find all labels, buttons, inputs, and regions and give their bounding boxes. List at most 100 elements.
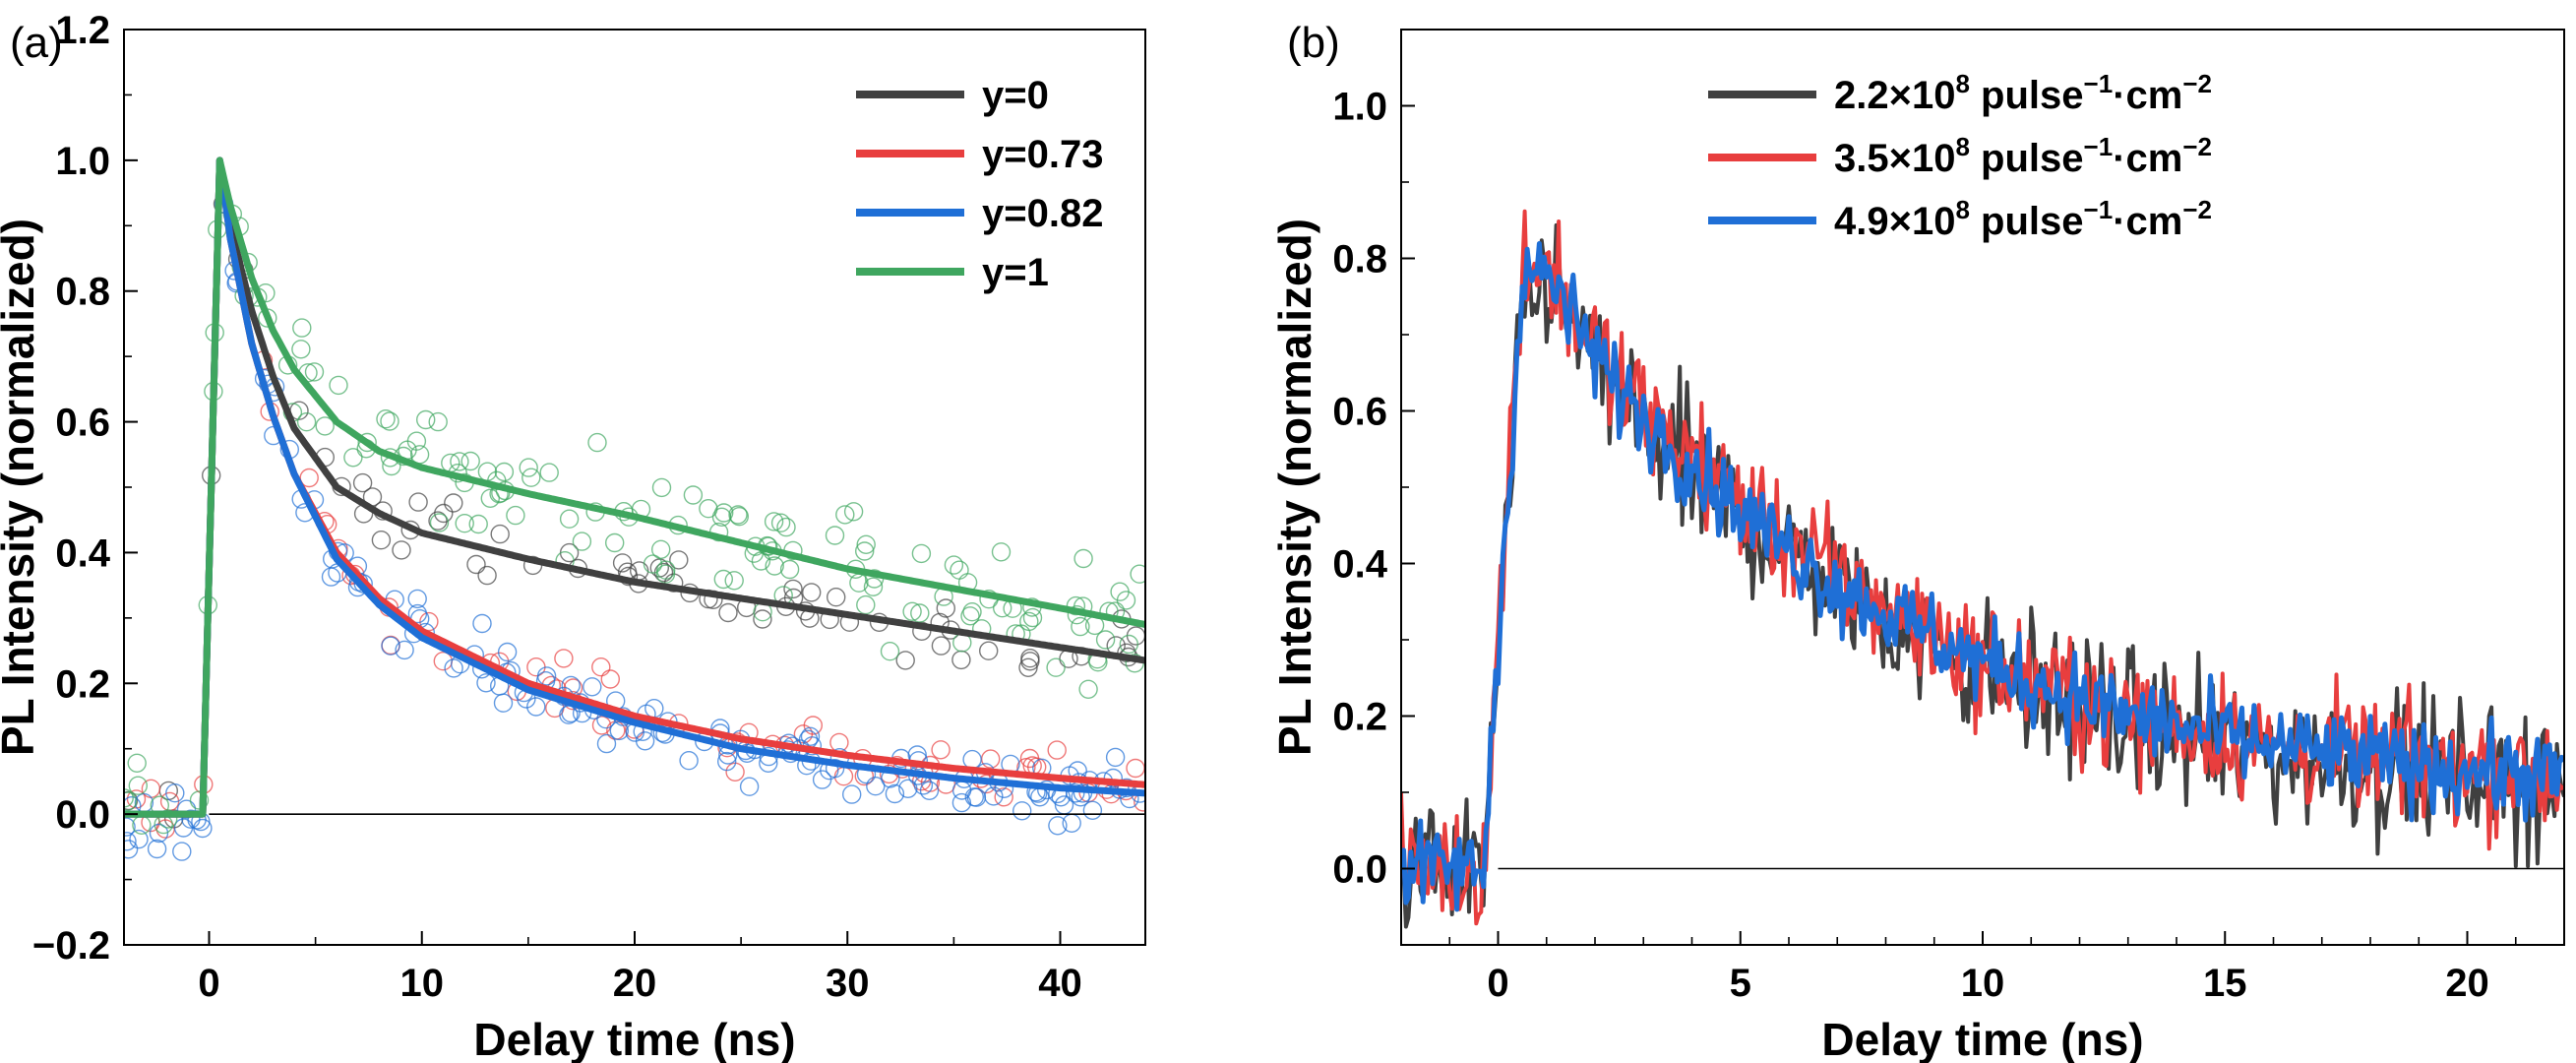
scatter-point <box>962 749 982 770</box>
x-tick-label: 15 <box>2203 962 2247 1005</box>
legend-label: 4.9×108 pulse−1·cm−2 <box>1834 195 2212 243</box>
fit-line <box>124 156 1145 818</box>
scatter-point <box>315 416 335 436</box>
x-tick-label: 10 <box>400 962 445 1005</box>
x-tick-label: 20 <box>2445 962 2489 1005</box>
scatter-point <box>296 412 317 432</box>
fit-line <box>124 156 1145 818</box>
scatter-point <box>1012 801 1032 821</box>
y-tick-label: 0.8 <box>1332 238 1387 281</box>
y-tick-label: 0.6 <box>1332 391 1387 434</box>
scatter-point <box>357 432 377 453</box>
scatter-point <box>329 375 348 396</box>
scatter-point <box>605 532 625 553</box>
scatter-point <box>713 569 733 590</box>
scatter-point <box>444 658 463 678</box>
scatter-point <box>764 512 784 532</box>
scatter-point <box>651 539 671 559</box>
y-tick-label: 1.2 <box>55 9 110 52</box>
scatter-point <box>124 840 139 859</box>
scatter-point <box>1105 747 1126 768</box>
x-tick-label: 0 <box>1487 962 1508 1005</box>
scatter-point <box>494 462 515 482</box>
y-tick-label: −0.2 <box>32 924 110 968</box>
scatter-point <box>472 613 492 634</box>
scatter-point <box>994 787 1013 807</box>
scatter-point <box>189 790 210 810</box>
scatter-point <box>898 779 918 798</box>
scatter-point <box>468 514 488 534</box>
scatter-point <box>711 507 732 527</box>
scatter-point <box>1019 611 1039 632</box>
scatter-point <box>960 606 980 626</box>
scatter-point <box>827 588 846 607</box>
scatter-point <box>1020 649 1040 668</box>
scatter-point <box>380 411 399 431</box>
scatter-point <box>428 411 448 432</box>
scatter-point <box>1073 548 1093 569</box>
scatter-point <box>141 779 161 798</box>
scatter-point <box>724 571 744 591</box>
scatter-point <box>902 601 922 621</box>
scatter-point <box>951 650 971 670</box>
y-tick-label: 0.2 <box>1332 696 1387 739</box>
scatter-point <box>885 783 905 804</box>
legend-label: 3.5×108 pulse−1·cm−2 <box>1834 132 2212 180</box>
scatter-point <box>856 534 876 554</box>
scatter-point <box>635 731 655 751</box>
scatter-point <box>477 565 497 586</box>
scatter-point <box>1019 748 1040 769</box>
y-tick-label: 0.0 <box>1332 848 1387 892</box>
scatter-point <box>497 642 518 662</box>
legend-label: y=0.82 <box>982 192 1103 235</box>
scatter-point <box>1126 758 1145 779</box>
scatter-point <box>609 720 629 741</box>
scatter-point <box>480 488 500 508</box>
scatter-point <box>895 651 915 670</box>
y-tick-label: 0.4 <box>1332 543 1387 587</box>
scatter-point <box>304 362 325 382</box>
scatter-point <box>147 839 167 859</box>
scatter-point <box>583 677 602 697</box>
panel-b-traces <box>1401 209 2564 929</box>
scatter-point <box>776 517 796 537</box>
trace-line <box>1401 241 2564 912</box>
y-tick-label: 1.0 <box>55 140 110 183</box>
panel-b: (b) 0 5 10 15 20 0.0 0.2 0.4 0.6 0.8 1.0 Delay tim… <box>1269 19 2565 1063</box>
scatter-point <box>783 579 803 599</box>
scatter-point <box>429 513 450 532</box>
scatter-point <box>587 432 607 453</box>
scatter-point <box>911 543 932 564</box>
scatter-point <box>950 560 969 580</box>
scatter-point <box>718 602 738 623</box>
scatter-point <box>866 777 886 796</box>
panel-b-legend: 2.2×108 pulse−1·cm−2 3.5×108 pulse−1·cm−2… <box>1708 69 2212 243</box>
scatter-point <box>128 776 149 795</box>
scatter-point <box>1095 630 1116 650</box>
panel-a-fit-lines <box>124 156 1145 818</box>
x-tick-label: 30 <box>826 962 870 1005</box>
scatter-point <box>714 503 734 523</box>
scatter-point <box>381 636 400 656</box>
scatter-point <box>919 781 940 800</box>
scatter-point <box>407 589 427 609</box>
scatter-point <box>124 832 137 851</box>
scatter-point <box>193 818 213 839</box>
scatter-point <box>124 791 138 811</box>
scatter-point <box>931 636 951 656</box>
scatter-point <box>1071 616 1090 637</box>
panel-b-ticks: 0 5 10 15 20 0.0 0.2 0.4 0.6 0.8 1.0 <box>1332 29 2565 1005</box>
scatter-point <box>1078 679 1098 699</box>
scatter-point <box>395 640 414 660</box>
y-tick-label: 0.0 <box>55 793 110 837</box>
scatter-point <box>376 409 396 429</box>
scatter-point <box>292 318 312 338</box>
y-tick-label: 0.8 <box>55 271 110 314</box>
scatter-point <box>802 583 822 602</box>
scatter-point <box>392 540 411 560</box>
scatter-point <box>408 492 428 512</box>
scatter-point <box>434 503 454 524</box>
scatter-point <box>572 532 592 551</box>
y-tick-label: 0.4 <box>55 532 110 575</box>
scatter-point <box>554 649 574 668</box>
